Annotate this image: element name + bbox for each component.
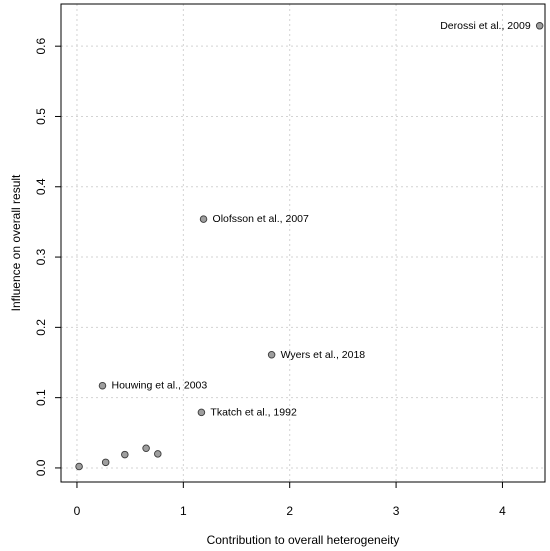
y-tick-label: 0.6	[34, 38, 48, 55]
data-point	[142, 444, 150, 453]
plot-frame	[60, 3, 546, 483]
data-point	[535, 22, 544, 30]
y-tick-label: 0.2	[34, 319, 48, 336]
x-tick-label: 2	[286, 504, 293, 518]
y-tick-label: 0.1	[34, 389, 48, 406]
point-label: Derossi et al., 2009	[440, 20, 531, 32]
x-tick-label: 0	[74, 504, 81, 518]
data-point	[98, 381, 107, 390]
data-point	[101, 458, 110, 467]
point-label: Olofsson et al., 2007	[213, 213, 309, 225]
point-label: Tkatch et al., 1992	[210, 406, 297, 418]
y-tick-label: 0.5	[34, 108, 48, 125]
grid	[61, 4, 545, 482]
y-tick-label: 0.4	[34, 178, 48, 195]
y-tick-label: 0.3	[34, 248, 48, 265]
x-tick-label: 4	[499, 504, 506, 518]
data-point	[199, 215, 208, 223]
data-point	[75, 462, 83, 471]
y-tick-label: 0.0	[34, 459, 48, 476]
x-tick-label: 3	[393, 504, 400, 518]
y-axis: 0.0 0.1 0.2 0.3 0.4 0.5 0.6	[34, 38, 61, 476]
y-axis-title: Influence on overall result	[9, 174, 23, 311]
point-label: Wyers et al., 2018	[281, 349, 366, 361]
x-axis-title: Contribution to overall heterogeneity	[207, 533, 400, 547]
data-point	[121, 450, 129, 459]
x-tick-label: 1	[180, 504, 187, 518]
data-points: Derossi et al., 2009 Olofsson et al., 200…	[75, 20, 544, 471]
data-point	[197, 408, 206, 417]
point-label: Houwing et al., 2003	[111, 380, 207, 392]
x-axis: 0 1 2 3 4	[74, 482, 506, 518]
data-point	[154, 450, 162, 458]
data-point	[267, 351, 276, 359]
